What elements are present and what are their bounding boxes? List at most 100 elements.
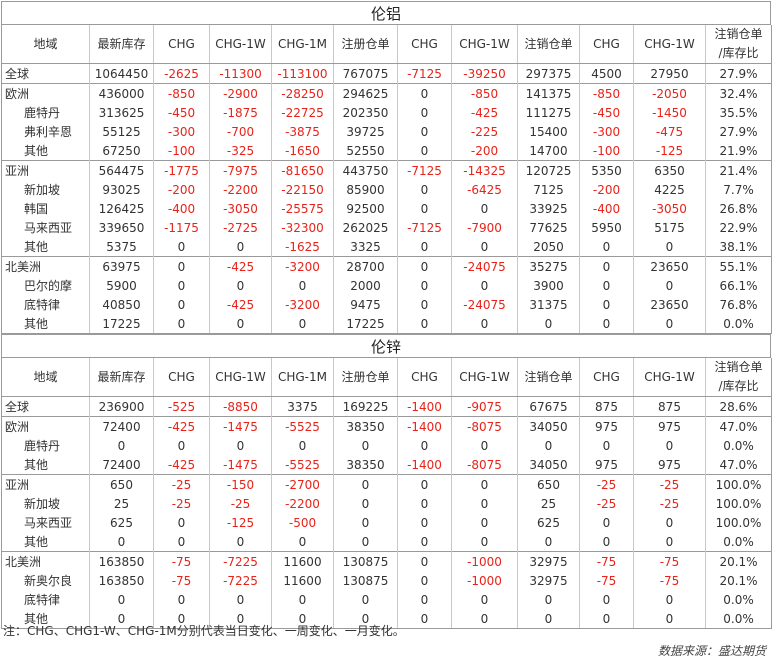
value-cell: -25 (579, 494, 634, 513)
column-header: CHG-1W (451, 25, 518, 64)
value-cell: 72400 (89, 455, 154, 475)
value-cell: 0 (153, 532, 210, 552)
table-row: 马来西亚 625 0 -125 -500 0 0 0 625 0 0 100.0% (1, 513, 772, 532)
value-cell: 5950 (579, 218, 634, 237)
value-cell: 126425 (89, 199, 154, 218)
value-cell: -25 (153, 494, 210, 513)
value-cell: 0 (271, 314, 334, 334)
value-cell: 92500 (333, 199, 398, 218)
region-cell: 新加坡 (1, 494, 90, 513)
value-cell: 38350 (333, 416, 398, 436)
column-header: CHG-1W (451, 358, 518, 397)
section-title: 伦锌 (1, 334, 771, 358)
value-cell: -25575 (271, 199, 334, 218)
value-cell: 5350 (579, 160, 634, 180)
footnote: 注：CHG、CHG1-W、CHG-1M分别代表当日变化、一周变化、一月变化。 (3, 624, 405, 638)
table-row: 欧洲 436000 -850 -2900 -28250 294625 0 -850 141375… (1, 83, 772, 103)
value-cell: 23650 (633, 256, 706, 276)
value-cell: 0 (209, 314, 272, 334)
value-cell: 28.6% (705, 396, 772, 417)
value-cell: 111275 (517, 103, 580, 122)
value-cell: 0.0% (705, 590, 772, 609)
value-cell: 4500 (579, 63, 634, 84)
value-cell: 0 (153, 256, 210, 276)
value-cell: 297375 (517, 63, 580, 84)
value-cell: 0 (451, 237, 518, 257)
region-cell: 亚洲 (1, 474, 90, 494)
value-cell: -81650 (271, 160, 334, 180)
value-cell: 436000 (89, 83, 154, 103)
section-zinc: 伦锌 地域 最新库存 CHG CHG-1W CHG-1M 注册仓单 CHG CHG-1W 注销仓… (1, 334, 772, 629)
table-row: 巴尔的摩 5900 0 0 0 2000 0 0 3900 0 0 66.1% (1, 276, 772, 295)
value-cell: -1775 (153, 160, 210, 180)
value-cell: 55125 (89, 122, 154, 141)
value-cell: 5900 (89, 276, 154, 295)
value-cell: 0 (271, 436, 334, 455)
value-cell: -113100 (271, 63, 334, 84)
value-cell: 0 (517, 314, 580, 334)
region-cell: 其他 (1, 141, 90, 161)
value-cell: -1000 (451, 571, 518, 590)
value-cell: 38350 (333, 455, 398, 475)
value-cell: 39725 (333, 122, 398, 141)
value-cell: 975 (633, 416, 706, 436)
value-cell: -700 (209, 122, 272, 141)
value-cell: 0 (397, 122, 452, 141)
value-cell: 20.1% (705, 571, 772, 590)
value-cell: 0.0% (705, 314, 772, 334)
value-cell: 0 (579, 314, 634, 334)
value-cell: -9075 (451, 396, 518, 417)
column-header: CHG (579, 358, 634, 397)
value-cell: -850 (451, 83, 518, 103)
value-cell: 21.4% (705, 160, 772, 180)
column-header: CHG-1W (209, 358, 272, 397)
value-cell: -450 (153, 103, 210, 122)
value-cell: -150 (209, 474, 272, 494)
column-header: CHG (397, 25, 452, 64)
value-cell: 67250 (89, 141, 154, 161)
value-cell: 27.9% (705, 63, 772, 84)
table-row: 北美洲 163850 -75 -7225 11600 130875 0 -1000 32975-… (1, 551, 772, 571)
column-header: 注册仓单 (333, 358, 398, 397)
value-cell: -425 (209, 256, 272, 276)
header-row: 地域 最新库存 CHG CHG-1W CHG-1M 注册仓单 CHG CHG-1W 注销仓单 CH… (1, 358, 772, 397)
value-cell: 0 (579, 590, 634, 609)
value-cell: 0 (397, 199, 452, 218)
value-cell: 875 (579, 396, 634, 417)
value-cell: 0 (209, 276, 272, 295)
region-cell: 其他 (1, 237, 90, 257)
region-cell: 韩国 (1, 199, 90, 218)
table-row: 其他 0 0 0 0 0 0 0 0 0 0 0.0% (1, 532, 772, 552)
value-cell: -8075 (451, 455, 518, 475)
value-cell: 0 (451, 609, 518, 629)
value-cell: -75 (633, 571, 706, 590)
value-cell: 564475 (89, 160, 154, 180)
table-row: 亚洲 650 -25 -150 -2700 0 0 0 650 -25 -25 100.0% (1, 474, 772, 494)
table-row: 新加坡 25 -25 -25 -2200 0 0 0 25 -25 -25 100.0% (1, 494, 772, 513)
value-cell: 0 (271, 532, 334, 552)
value-cell: 72400 (89, 416, 154, 436)
value-cell: -75 (153, 551, 210, 571)
value-cell: 0 (89, 532, 154, 552)
inventory-report: 伦铝 地域 最新库存 CHG CHG-1W CHG-1M 注册仓单 CHG CHG-1W 注销仓… (1, 1, 772, 629)
value-cell: 47.0% (705, 455, 772, 475)
value-cell: -5525 (271, 416, 334, 436)
value-cell: 0 (579, 436, 634, 455)
value-cell: 120725 (517, 160, 580, 180)
region-cell: 马来西亚 (1, 513, 90, 532)
value-cell: 15400 (517, 122, 580, 141)
value-cell: -1475 (209, 416, 272, 436)
value-cell: 0 (333, 474, 398, 494)
value-cell: 35.5% (705, 103, 772, 122)
value-cell: -850 (579, 83, 634, 103)
value-cell: 7.7% (705, 180, 772, 199)
value-cell: 34050 (517, 416, 580, 436)
region-cell: 弗利辛恩 (1, 122, 90, 141)
value-cell: -400 (153, 199, 210, 218)
value-cell: 0 (397, 494, 452, 513)
table-row: 韩国 126425 -400 -3050 -25575 92500 0 0 33925 -400-… (1, 199, 772, 218)
region-cell: 北美洲 (1, 256, 90, 276)
value-cell: 0 (397, 571, 452, 590)
value-cell: -125 (633, 141, 706, 161)
value-cell: -850 (153, 83, 210, 103)
